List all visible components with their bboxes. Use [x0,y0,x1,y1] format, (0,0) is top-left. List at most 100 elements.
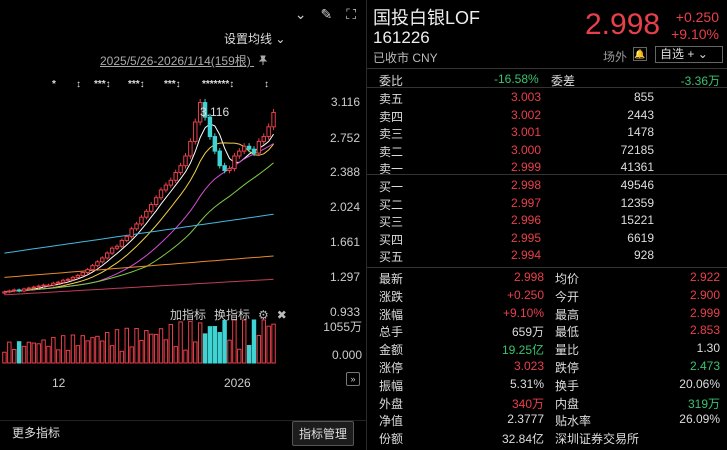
stats-row: 份额 32.84亿 深圳证券交易所 [367,429,727,447]
gear-icon[interactable]: ⚙ [258,307,269,322]
volume-bar [65,349,71,364]
stat-value: 19.25亿 [501,343,544,358]
candle-body [251,148,257,154]
volume-bar [70,334,76,364]
chevron-down-icon[interactable]: ⌄ [294,6,307,22]
offmarket-label[interactable]: 场外 [603,50,628,64]
weibi-value: -16.58% [494,72,539,86]
peak-price-label: 3.116 [200,105,229,119]
candle-body [56,281,61,284]
bids-row[interactable]: 买二 2.997 12359 [367,195,727,212]
asks-row[interactable]: 卖四 3.002 2443 [367,107,727,124]
stats-row: 振幅 5.31% 换手 20.06% [367,376,727,393]
chevron-down-icon: ⌄ [697,47,708,61]
chart-toolbar: ⌄ ✎ ⛶ [295,6,356,23]
stat-label: 外盘 [379,396,404,411]
candle-body [188,140,193,157]
date-range-text: 2025/5/26-2026/1/14(159根) [100,54,251,68]
more-indicators-button[interactable]: 更多指标 [12,426,61,440]
volume-bar [222,320,227,364]
ma60-line [4,213,274,254]
last-price: 2.998 [585,8,661,41]
asks-volume: 2443 [627,107,654,122]
quote-panel: 国投白银LOF 161226 已收市 CNY 2.998 +0.250 +9.1… [366,0,727,450]
bids-row[interactable]: 买三 2.996 15221 [367,212,727,229]
close-icon[interactable]: ✖ [276,307,287,322]
candle-body [41,284,46,287]
candle-body [85,269,90,274]
volume-bar [7,341,12,364]
candle-body [212,136,218,152]
add-indicator-button[interactable]: 加指标 [170,308,207,322]
price-axis-label: 2.388 [329,165,360,179]
divider [367,68,727,69]
asks-row[interactable]: 卖二 3.000 72185 [367,142,727,159]
signal-marker: ↕ [76,79,81,90]
ma250-line [4,278,274,296]
stat-value: +0.250 [506,287,544,302]
date-range-label[interactable]: 2025/5/26-2026/1/14(159根) [100,52,268,69]
pin-icon[interactable] [258,54,268,68]
candle-body [173,171,178,181]
stat-value: +9.10% [502,305,544,320]
volume-bar [149,333,154,364]
volume-axis-label: 1055万 [323,320,362,334]
kline-chart-panel: ⌄ ✎ ⛶ 设置均线 ⌄ 2025/5/26-2026/1/14(159根) *… [0,6,366,446]
candle-body [168,179,174,186]
fullscreen-icon[interactable]: ⛶ [346,6,356,22]
expand-icon[interactable]: » [346,372,360,386]
stock-name: 国投白银LOF [373,8,481,28]
signal-marker: * [52,79,56,90]
volume-bar [80,335,85,364]
candle-body [75,274,81,278]
volume-bar [261,319,266,364]
candle-body [119,239,125,247]
candle-body [227,168,232,172]
volume-bar [232,319,237,364]
switch-indicator-button[interactable]: 换指标 [214,308,251,322]
signal-marker: *******↕ [202,79,235,90]
stat-label: 最高 [555,307,580,322]
candle-body [256,140,262,154]
candlestick-chart[interactable]: 3.116 [0,88,330,388]
stat-label: 量比 [555,343,580,358]
ma-setting-button[interactable]: 设置均线 ⌄ [224,30,285,47]
watchlist-button[interactable]: 自选 + ⌄ [655,46,723,63]
bids-row[interactable]: 买四 2.995 6619 [367,230,727,247]
indicator-manager-button[interactable]: 指标管理 [292,421,355,446]
candle-body [144,210,149,218]
bell-icon[interactable]: 🔔 [633,47,647,61]
candle-body [193,121,198,142]
volume-bar [119,350,125,364]
stat-value: 2.998 [513,270,544,284]
bids-volume: 928 [633,248,654,262]
stat-value: 32.84亿 [501,432,544,447]
edit-icon[interactable]: ✎ [320,6,333,22]
bids-row[interactable]: 买一 2.998 49546 [367,177,727,194]
bids-price: 2.995 [511,230,542,245]
bids-row[interactable]: 买五 2.994 928 [367,247,727,264]
candle-body [246,145,252,150]
volume-bar [178,321,183,364]
volume-bar [90,337,95,364]
bids-volume: 15221 [620,213,654,227]
volume-bar [158,328,164,364]
volume-bar [217,332,222,364]
asks-row[interactable]: 卖一 2.999 41361 [367,159,727,176]
candle-body [237,150,242,157]
price-axis-label: 2.752 [329,131,360,145]
volume-bar [114,329,120,364]
stat-value: 2.999 [689,305,720,320]
asks-row[interactable]: 卖五 3.003 855 [367,89,727,106]
candle-body [7,290,12,293]
stat-value: 659万 [511,325,544,340]
asks-price: 3.000 [511,142,542,157]
volume-bar [95,335,100,364]
volume-bar [163,339,169,364]
candle-body [271,111,276,128]
bids-price: 2.994 [511,248,542,262]
volume-bar [124,327,129,364]
asks-row[interactable]: 卖三 3.001 1478 [367,124,727,141]
candle-body [60,279,66,283]
price-axis-label: 2.024 [329,200,360,214]
